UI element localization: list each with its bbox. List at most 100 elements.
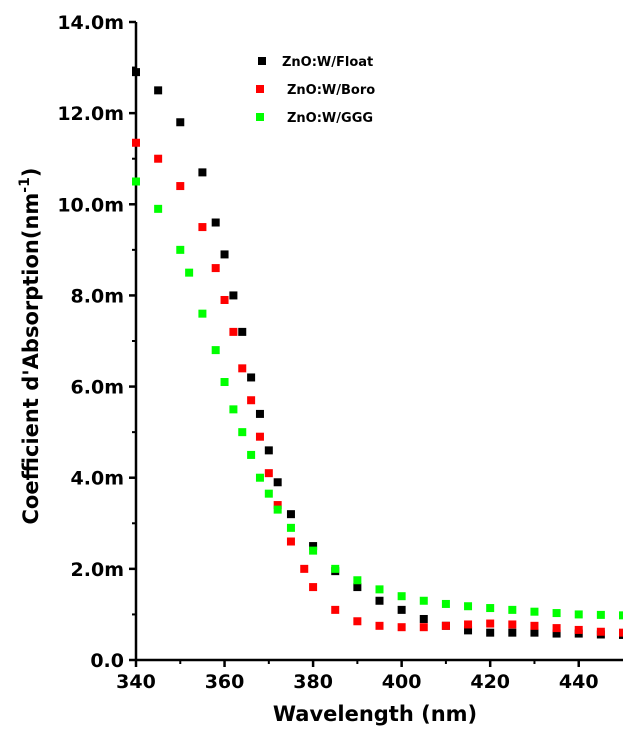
- data-point: [309, 542, 318, 551]
- data-point: [353, 576, 362, 585]
- data-point: [486, 628, 495, 637]
- y-axis-title: Coefficient d'Absorption(nm-1): [17, 168, 43, 525]
- data-point: [619, 628, 623, 637]
- data-point: [464, 626, 473, 635]
- data-point: [486, 604, 495, 613]
- data-point: [300, 564, 309, 573]
- data-point: [286, 523, 295, 532]
- x-tick-label: 360: [205, 671, 245, 693]
- data-point: [273, 501, 282, 510]
- y-tick-label: 10.0m: [57, 194, 124, 216]
- data-point: [552, 629, 561, 638]
- data-point: [331, 564, 340, 573]
- x-tick-label: 340: [116, 671, 156, 693]
- data-point: [229, 291, 238, 300]
- data-point: [530, 621, 539, 630]
- data-point: [220, 378, 229, 387]
- data-point: [220, 250, 229, 259]
- y-tick-label: 8.0m: [71, 285, 124, 307]
- legend-label: ZnO:W/Float: [282, 55, 373, 70]
- y-tick-label: 14.0m: [57, 12, 124, 34]
- data-point: [530, 607, 539, 616]
- data-point: [353, 617, 362, 626]
- y-tick-label: 12.0m: [57, 103, 124, 125]
- data-point: [211, 346, 220, 355]
- data-point: [132, 138, 140, 147]
- data-point: [508, 628, 517, 637]
- data-point: [220, 295, 229, 304]
- plot-axes: [134, 22, 623, 662]
- data-point: [419, 614, 428, 623]
- series-0: [132, 68, 623, 639]
- data-point: [419, 596, 428, 605]
- data-point: [229, 405, 238, 414]
- x-tick-label: 420: [470, 671, 510, 693]
- legend-marker: [258, 57, 266, 65]
- legend-marker: [256, 113, 264, 121]
- data-point: [255, 432, 264, 441]
- data-point: [464, 602, 473, 611]
- data-point: [508, 620, 517, 629]
- y-tick-label: 0.0: [90, 650, 124, 672]
- data-point: [552, 624, 561, 633]
- data-point: [198, 309, 207, 318]
- data-point: [264, 469, 273, 478]
- data-point: [286, 510, 295, 519]
- data-point: [132, 68, 140, 77]
- y-tick-label: 6.0m: [71, 377, 124, 399]
- data-point: [247, 450, 256, 459]
- legend-label: ZnO:W/Boro: [287, 83, 375, 98]
- data-point: [264, 446, 273, 455]
- data-point: [353, 583, 362, 592]
- data-point: [286, 537, 295, 546]
- data-point: [441, 599, 450, 608]
- data-point: [264, 489, 273, 498]
- data-point: [198, 223, 207, 232]
- series-2: [132, 177, 623, 620]
- series-1: [132, 138, 623, 637]
- series-layer: [132, 68, 623, 639]
- data-point: [273, 478, 282, 487]
- x-tick-label: 440: [559, 671, 599, 693]
- data-point: [185, 268, 194, 277]
- data-point: [574, 625, 583, 634]
- data-point: [596, 627, 605, 636]
- data-point: [397, 592, 406, 601]
- y-tick-label: 4.0m: [71, 468, 124, 490]
- data-point: [375, 621, 384, 630]
- data-point: [176, 245, 185, 254]
- x-tick-label: 400: [382, 671, 422, 693]
- data-point: [309, 583, 318, 592]
- data-point: [464, 620, 473, 629]
- y-axis-ticks: 0.0 2.0m 4.0m 6.0m 8.0m 10.0m 12.0m 14.0m: [57, 12, 136, 672]
- data-point: [619, 611, 623, 620]
- y-axis-title-sup: -1: [17, 177, 33, 193]
- x-axis-ticks: 340 360 380 400 420 440: [116, 660, 599, 693]
- data-point: [229, 327, 238, 336]
- data-point: [530, 628, 539, 637]
- data-point: [552, 609, 561, 618]
- data-point: [154, 86, 163, 95]
- data-point: [375, 585, 384, 594]
- data-point: [132, 177, 140, 186]
- data-point: [441, 621, 450, 630]
- y-axis-title-main: Coefficient d'Absorption(nm: [19, 193, 43, 525]
- data-point: [596, 610, 605, 619]
- data-point: [397, 605, 406, 614]
- data-point: [419, 623, 428, 632]
- data-point: [574, 610, 583, 619]
- data-point: [238, 327, 247, 336]
- data-point: [331, 605, 340, 614]
- data-point: [273, 505, 282, 514]
- data-point: [176, 182, 185, 191]
- data-point: [238, 364, 247, 373]
- data-point: [397, 623, 406, 632]
- data-point: [255, 409, 264, 418]
- data-point: [255, 473, 264, 482]
- data-point: [309, 546, 318, 555]
- data-point: [176, 118, 185, 127]
- y-axis-title-close: ): [19, 168, 43, 178]
- legend: ZnO:W/Float ZnO:W/Boro ZnO:W/GGG: [256, 55, 375, 126]
- data-point: [198, 168, 207, 177]
